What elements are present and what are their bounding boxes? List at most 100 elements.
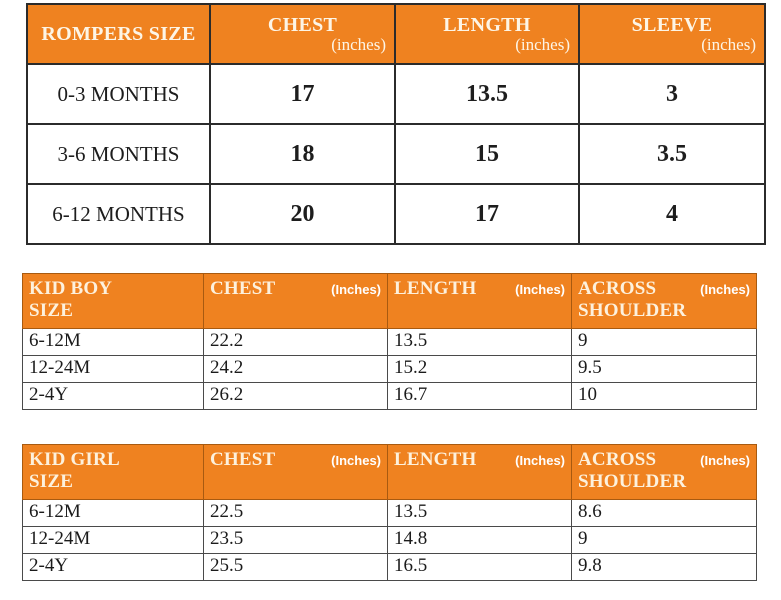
header-cell-rompers-size: ROMPERS SIZE	[26, 3, 211, 65]
cell-text: 3	[666, 80, 678, 107]
cell-text: 15	[475, 140, 499, 167]
cell-chest: 22.5	[203, 499, 388, 527]
table-row: 2-4Y 25.5 16.5 9.8	[22, 553, 757, 581]
table-row: 6-12M 22.2 13.5 9	[22, 328, 757, 356]
kid-boy-size-table-container: KID BOY SIZE CHEST (Inches)	[22, 273, 757, 410]
header-cell-length: LENGTH (Inches)	[387, 273, 572, 329]
header-line-1: CHEST (Inches)	[210, 278, 381, 300]
header-line-2: SHOULDER	[578, 471, 687, 493]
cell-text: 13.5	[394, 330, 428, 351]
header-main-label: ACROSS	[578, 278, 657, 299]
cell-text: 16.7	[394, 384, 428, 405]
table-row: 12-24M 23.5 14.8 9	[22, 526, 757, 554]
header-cell-content: CHEST (Inches)	[204, 274, 387, 300]
header-line-1: KID BOY	[29, 278, 197, 300]
cell-size: 12-24M	[22, 355, 204, 383]
cell-length: 13.5	[387, 328, 572, 356]
header-sub-label: (Inches)	[515, 453, 565, 468]
header-cell-content: KID GIRL SIZE	[23, 445, 203, 494]
cell-text: 23.5	[210, 528, 244, 549]
cell-across-shoulder: 8.6	[571, 499, 757, 527]
header-cell-kid-girl-size: KID GIRL SIZE	[22, 444, 204, 500]
cell-size: 2-4Y	[22, 553, 204, 581]
cell-text: 2-4Y	[29, 555, 69, 576]
cell-sleeve: 3	[578, 63, 766, 125]
header-cell-content: ACROSS (Inches) SHOULDER	[572, 445, 756, 494]
table-row: 6-12M 22.5 13.5 8.6	[22, 499, 757, 527]
cell-text: 13.5	[466, 80, 508, 107]
header-main-label: CHEST	[210, 278, 276, 299]
cell-length: 16.5	[387, 553, 572, 581]
header-cell-sleeve: SLEEVE (inches)	[578, 3, 766, 65]
header-line-2: SHOULDER	[578, 300, 687, 322]
table-header-row: ROMPERS SIZE CHEST (inches) LENGTH	[26, 3, 766, 65]
header-line-1: LENGTH (Inches)	[394, 449, 565, 471]
rompers-size-table: ROMPERS SIZE CHEST (inches) LENGTH	[26, 3, 766, 245]
cell-size: 6-12M	[22, 328, 204, 356]
cell-across-shoulder: 9.8	[571, 553, 757, 581]
header-cell-length: LENGTH (inches)	[394, 3, 580, 65]
cell-text: 4	[666, 200, 678, 227]
cell-text: 26.2	[210, 384, 244, 405]
cell-length: 17	[394, 183, 580, 245]
header-cell-kid-boy-size: KID BOY SIZE	[22, 273, 204, 329]
cell-size: 6-12 MONTHS	[26, 183, 211, 245]
header-sub-label: (Inches)	[515, 282, 565, 297]
header-main-label: KID BOY	[29, 278, 113, 299]
kid-boy-table-body: 6-12M 22.2 13.5 9 12-24M	[22, 328, 757, 410]
cell-length: 15.2	[387, 355, 572, 383]
kid-girl-size-table: KID GIRL SIZE CHEST (Inches)	[22, 444, 757, 581]
header-cell-chest: CHEST (inches)	[209, 3, 396, 65]
header-sub-label: (inches)	[331, 34, 386, 54]
cell-size: 0-3 MONTHS	[26, 63, 211, 125]
table-row: 3-6 MONTHS 18 15 3.5	[26, 123, 766, 185]
cell-chest: 24.2	[203, 355, 388, 383]
header-cell-content: CHEST (inches)	[211, 13, 394, 54]
cell-text: 12-24M	[29, 357, 91, 378]
cell-text: 22.2	[210, 330, 244, 351]
rompers-table-body: 0-3 MONTHS 17 13.5 3 3-6 MONTHS	[26, 63, 766, 245]
header-cell-content: ROMPERS SIZE	[28, 22, 209, 45]
header-cell-content: LENGTH (Inches)	[388, 445, 571, 471]
table-header-row: KID GIRL SIZE CHEST (Inches)	[22, 444, 757, 500]
cell-across-shoulder: 9	[571, 328, 757, 356]
cell-text: 12-24M	[29, 528, 91, 549]
cell-length: 16.7	[387, 382, 572, 410]
cell-text: 9.8	[578, 555, 602, 576]
header-main-label: ROMPERS SIZE	[41, 22, 196, 45]
kid-boy-table-header: KID BOY SIZE CHEST (Inches)	[22, 273, 757, 329]
cell-text: 3-6 MONTHS	[57, 141, 180, 166]
header-sub-label: (inches)	[701, 34, 756, 54]
cell-text: 9.5	[578, 357, 602, 378]
cell-across-shoulder: 9	[571, 526, 757, 554]
header-main-label: CHEST	[267, 13, 338, 36]
cell-length: 13.5	[394, 63, 580, 125]
cell-size: 2-4Y	[22, 382, 204, 410]
cell-text: 20	[290, 200, 315, 227]
cell-text: 24.2	[210, 357, 244, 378]
cell-text: 13.5	[394, 501, 428, 522]
header-sub-label: (Inches)	[331, 453, 381, 468]
header-cell-content: LENGTH (inches)	[396, 14, 578, 54]
header-cell-content: KID BOY SIZE	[23, 274, 203, 323]
cell-text: 0-3 MONTHS	[57, 81, 180, 106]
cell-sleeve: 3.5	[578, 123, 766, 185]
rompers-table-header: ROMPERS SIZE CHEST (inches) LENGTH	[26, 3, 766, 65]
cell-text: 3.5	[657, 140, 687, 167]
header-line-1: CHEST (Inches)	[210, 449, 381, 471]
table-row: 6-12 MONTHS 20 17 4	[26, 183, 766, 245]
cell-text: 17	[475, 200, 499, 227]
header-cell-content: ACROSS (Inches) SHOULDER	[572, 274, 756, 323]
header-cell-across-shoulder: ACROSS (Inches) SHOULDER	[571, 444, 757, 500]
cell-across-shoulder: 9.5	[571, 355, 757, 383]
header-line-1: KID GIRL	[29, 449, 197, 471]
header-sub-label: (Inches)	[700, 282, 750, 297]
header-cell-chest: CHEST (Inches)	[203, 444, 388, 500]
header-cell-chest: CHEST (Inches)	[203, 273, 388, 329]
header-sub-label: (Inches)	[331, 282, 381, 297]
header-main-label: ACROSS	[578, 449, 657, 470]
cell-chest: 20	[209, 183, 396, 245]
table-header-row: KID BOY SIZE CHEST (Inches)	[22, 273, 757, 329]
header-cell-content: CHEST (Inches)	[204, 445, 387, 471]
table-row: 0-3 MONTHS 17 13.5 3	[26, 63, 766, 125]
